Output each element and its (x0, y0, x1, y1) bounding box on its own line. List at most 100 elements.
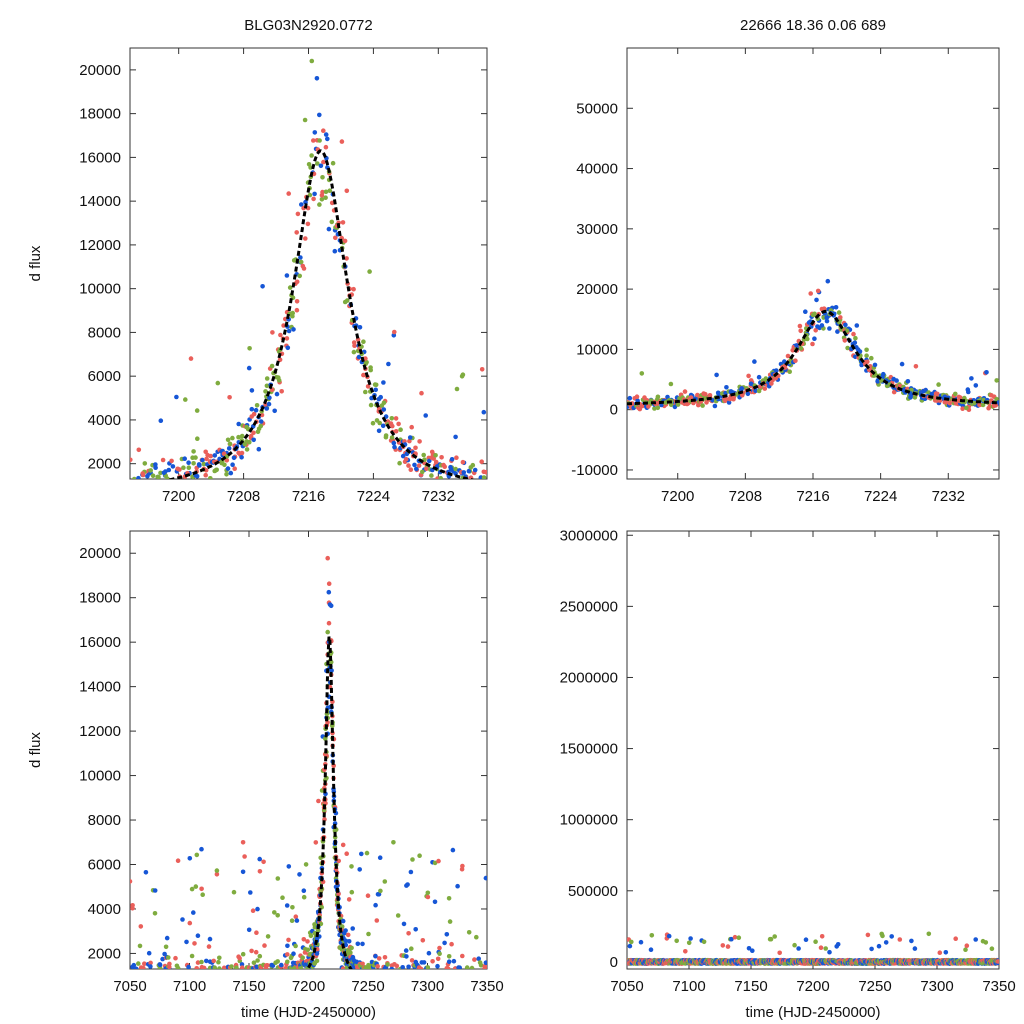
data-point-red (842, 338, 848, 343)
data-point-red (323, 144, 329, 150)
data-point-green (736, 935, 742, 940)
data-point-green (383, 433, 389, 438)
data-point-green (438, 475, 443, 479)
data-point-green (382, 879, 388, 884)
data-point-green (287, 285, 293, 290)
data-point-green (194, 408, 200, 413)
data-point-red (695, 392, 700, 398)
data-point-red (684, 401, 690, 407)
y-tick-label: 16000 (79, 634, 121, 651)
data-point-green (391, 840, 396, 845)
data-point-red (409, 958, 415, 963)
data-point-red (682, 389, 688, 394)
data-point-green (389, 435, 395, 440)
data-point-red (187, 920, 193, 926)
data-point-red (344, 256, 349, 261)
x-tick-label: 7216 (292, 488, 325, 505)
data-point-blue (357, 867, 363, 872)
data-point-green (275, 959, 281, 964)
data-point-blue (714, 372, 719, 378)
data-point-blue (408, 869, 414, 875)
data-point-red (333, 235, 338, 241)
data-point-blue (943, 950, 949, 955)
data-point-blue (833, 305, 839, 310)
data-point-green (275, 876, 281, 881)
data-point-green (425, 890, 431, 896)
y-tick-label: 18000 (79, 590, 121, 607)
x-tick-label: 7350 (470, 978, 503, 995)
data-point-green (810, 312, 816, 318)
data-point-green (242, 441, 248, 447)
data-point-red (316, 798, 321, 804)
data-point-red (286, 937, 291, 943)
data-point-red (293, 914, 299, 919)
data-point-green (247, 439, 252, 445)
data-point-red (214, 872, 220, 877)
data-point-red (311, 196, 316, 202)
data-point-red (891, 389, 897, 395)
data-point-red (305, 939, 310, 944)
data-point-red (797, 323, 803, 329)
panel-bottom-right: 7050 7100 7150 7200 7250 7300 7350050000010000… (560, 527, 1016, 1021)
y-tick-label: 0 (610, 954, 618, 971)
data-point-red (977, 402, 982, 408)
data-point-green (265, 934, 271, 939)
data-point-green (323, 736, 328, 741)
y-tick-label: 2500000 (560, 598, 618, 615)
data-point-blue (226, 446, 232, 451)
data-point-green (869, 355, 874, 361)
data-point-red (454, 455, 459, 461)
data-point-blue (466, 468, 472, 474)
data-point-blue (200, 457, 205, 463)
data-point-blue (326, 226, 332, 232)
data-point-red (232, 466, 237, 472)
data-point-blue (889, 934, 894, 939)
panel-bottom-left: 7050 7100 7150 7200 7250 7300 7350200040006000… (27, 530, 504, 1021)
data-point-red (130, 879, 133, 884)
data-point-red (294, 307, 300, 313)
data-point-green (240, 951, 246, 957)
data-point-blue (876, 943, 882, 949)
data-point-red (808, 291, 813, 296)
data-point-red (240, 840, 246, 845)
data-point-blue (381, 407, 387, 412)
data-point-green (349, 889, 355, 895)
data-point-blue (355, 941, 361, 947)
data-point-red (321, 159, 326, 165)
x-tick-label: 7216 (796, 488, 829, 505)
data-point-blue (407, 435, 413, 440)
data-point-blue (421, 960, 427, 965)
data-point-blue (827, 326, 832, 331)
data-point-blue (380, 423, 386, 429)
data-point-blue (638, 939, 644, 945)
data-point-green (142, 461, 148, 466)
data-point-blue (228, 470, 234, 476)
data-point-red (762, 386, 768, 391)
data-point-blue (231, 455, 237, 461)
data-point-red (416, 463, 422, 468)
x-tick-label: 7208 (729, 488, 762, 505)
data-point-blue (182, 456, 187, 462)
data-point-blue (143, 870, 149, 875)
data-point-green (845, 345, 850, 351)
data-point-red (769, 381, 774, 386)
data-point-blue (750, 948, 755, 953)
data-point-blue (909, 938, 914, 944)
data-point-red (815, 288, 821, 294)
data-point-red (340, 842, 346, 848)
data-point-red (326, 620, 332, 626)
data-point-red (396, 421, 401, 427)
data-point-green (330, 160, 336, 166)
data-point-green (366, 931, 371, 937)
data-point-green (320, 175, 325, 180)
data-point-blue (249, 406, 255, 412)
data-point-blue (414, 466, 419, 472)
data-point-blue (285, 345, 291, 351)
data-point-red (294, 279, 300, 285)
data-point-green (363, 389, 368, 395)
data-point-red (392, 329, 397, 335)
y-tick-label: 14000 (79, 193, 121, 210)
data-point-blue (392, 444, 397, 450)
data-point-green (420, 469, 425, 475)
data-point-green (787, 369, 792, 375)
